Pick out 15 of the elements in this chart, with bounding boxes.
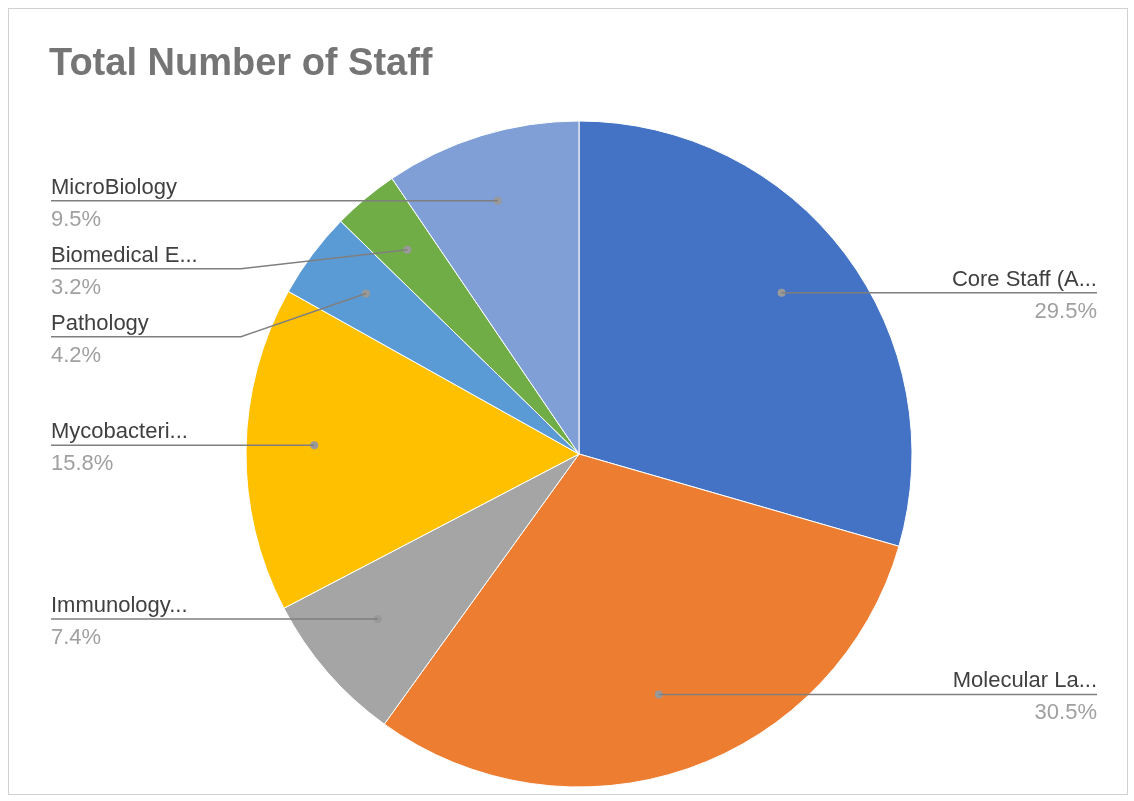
data-label: 29.5%	[1034, 297, 1097, 323]
data-label: 9.5%	[51, 205, 102, 231]
slice-label: Pathology	[51, 309, 149, 335]
data-label: 7.4%	[51, 624, 102, 650]
chart-title: Total Number of Staff	[49, 41, 433, 84]
data-label: 15.8%	[51, 450, 114, 476]
slice-label: MicroBiology	[51, 173, 177, 199]
data-label: 30.5%	[1034, 699, 1097, 725]
slice-label: Molecular La...	[952, 667, 1097, 693]
data-label: 4.2%	[51, 341, 102, 367]
slice-label: Mycobacteri...	[51, 418, 188, 444]
slice-label: Immunology...	[51, 592, 188, 618]
slice-label: Core Staff (A...	[951, 265, 1097, 291]
data-label: 3.2%	[51, 273, 102, 299]
slice-label: Biomedical E...	[51, 241, 198, 267]
